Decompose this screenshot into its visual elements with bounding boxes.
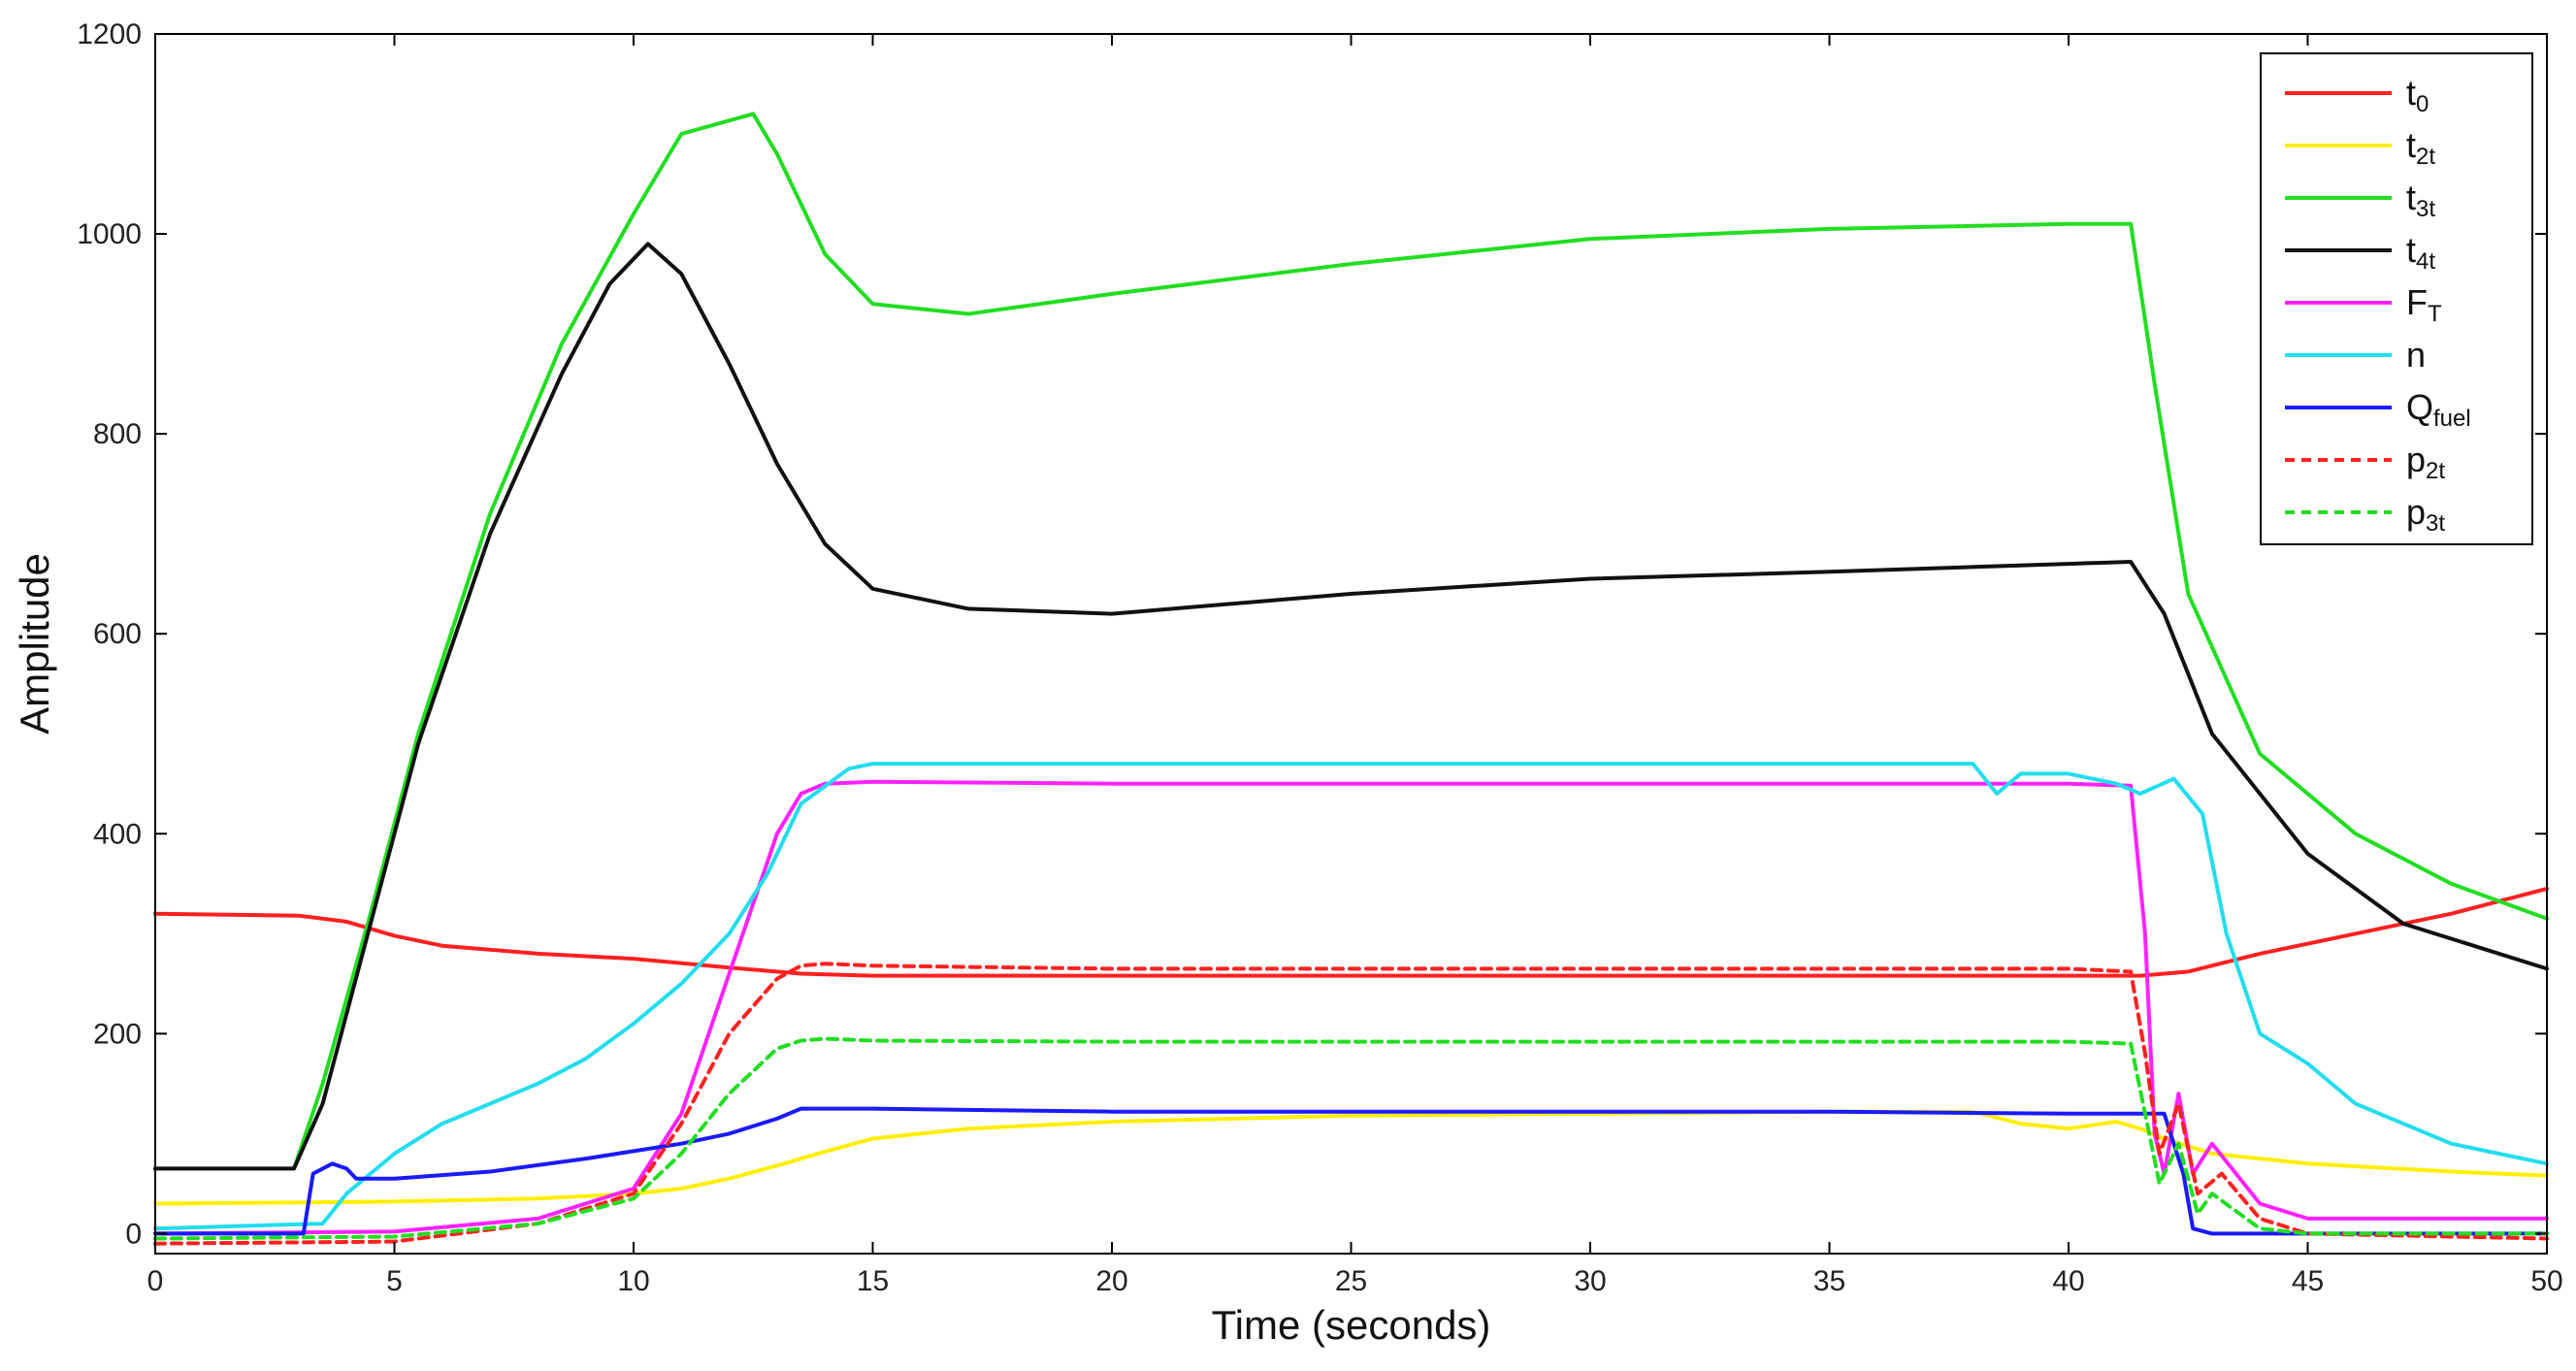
legend-label-n: n <box>2406 335 2426 375</box>
series-line-p2t <box>153 962 2549 1246</box>
x-tick-label: 15 <box>857 1265 889 1297</box>
legend-label-qfuel: Qfuel <box>2406 387 2471 432</box>
x-axis-title: Time (seconds) <box>1212 1302 1491 1348</box>
x-tick-label: 20 <box>1095 1265 1127 1297</box>
series-line-t4t <box>153 242 2549 1171</box>
legend-label-t2t: t2t <box>2406 125 2435 170</box>
legend-label-t4t: t4t <box>2406 230 2435 275</box>
y-tick-label: 200 <box>93 1018 142 1050</box>
x-tick-label: 40 <box>2052 1265 2084 1297</box>
y-tick-label: 1000 <box>77 218 142 250</box>
legend-label-t3t: t3t <box>2406 178 2435 222</box>
y-tick-label: 600 <box>93 618 142 650</box>
x-tick-label: 30 <box>1574 1265 1606 1297</box>
legend-label-p2t: p2t <box>2406 440 2445 484</box>
series-line-n <box>153 762 2549 1231</box>
x-tick-label: 0 <box>147 1265 164 1297</box>
y-tick-label: 0 <box>125 1218 142 1250</box>
x-tick-label: 35 <box>1813 1265 1845 1297</box>
x-tick-label: 5 <box>386 1265 403 1297</box>
series-line-p3t <box>153 1036 2549 1241</box>
x-tick-label: 10 <box>617 1265 649 1297</box>
x-tick-label: 45 <box>2292 1265 2324 1297</box>
series-layer <box>153 112 2549 1246</box>
legend-label-ft: FT <box>2406 282 2442 327</box>
x-tick-label: 50 <box>2530 1265 2562 1297</box>
series-line-t3t <box>153 112 2549 1171</box>
y-tick-label: 400 <box>93 818 142 850</box>
legend-label-p3t: p3t <box>2406 492 2445 537</box>
y-tick-label: 1200 <box>77 18 142 50</box>
y-tick-label: 800 <box>93 418 142 450</box>
series-line-qfuel <box>153 1106 2549 1236</box>
legend-label-t0: t0 <box>2406 73 2429 117</box>
legend-box <box>2260 52 2533 545</box>
x-tick-label: 25 <box>1335 1265 1367 1297</box>
ticks-layer: 0 5 10 15 20 25 30 35 40 45 50 0 200 400 600 800 1000 120… <box>77 18 2562 1297</box>
y-axis-title: Amplitude <box>12 553 57 734</box>
legend: t0 t2t t3t t4t FT n Qfuel p2t p3t <box>2260 52 2533 545</box>
